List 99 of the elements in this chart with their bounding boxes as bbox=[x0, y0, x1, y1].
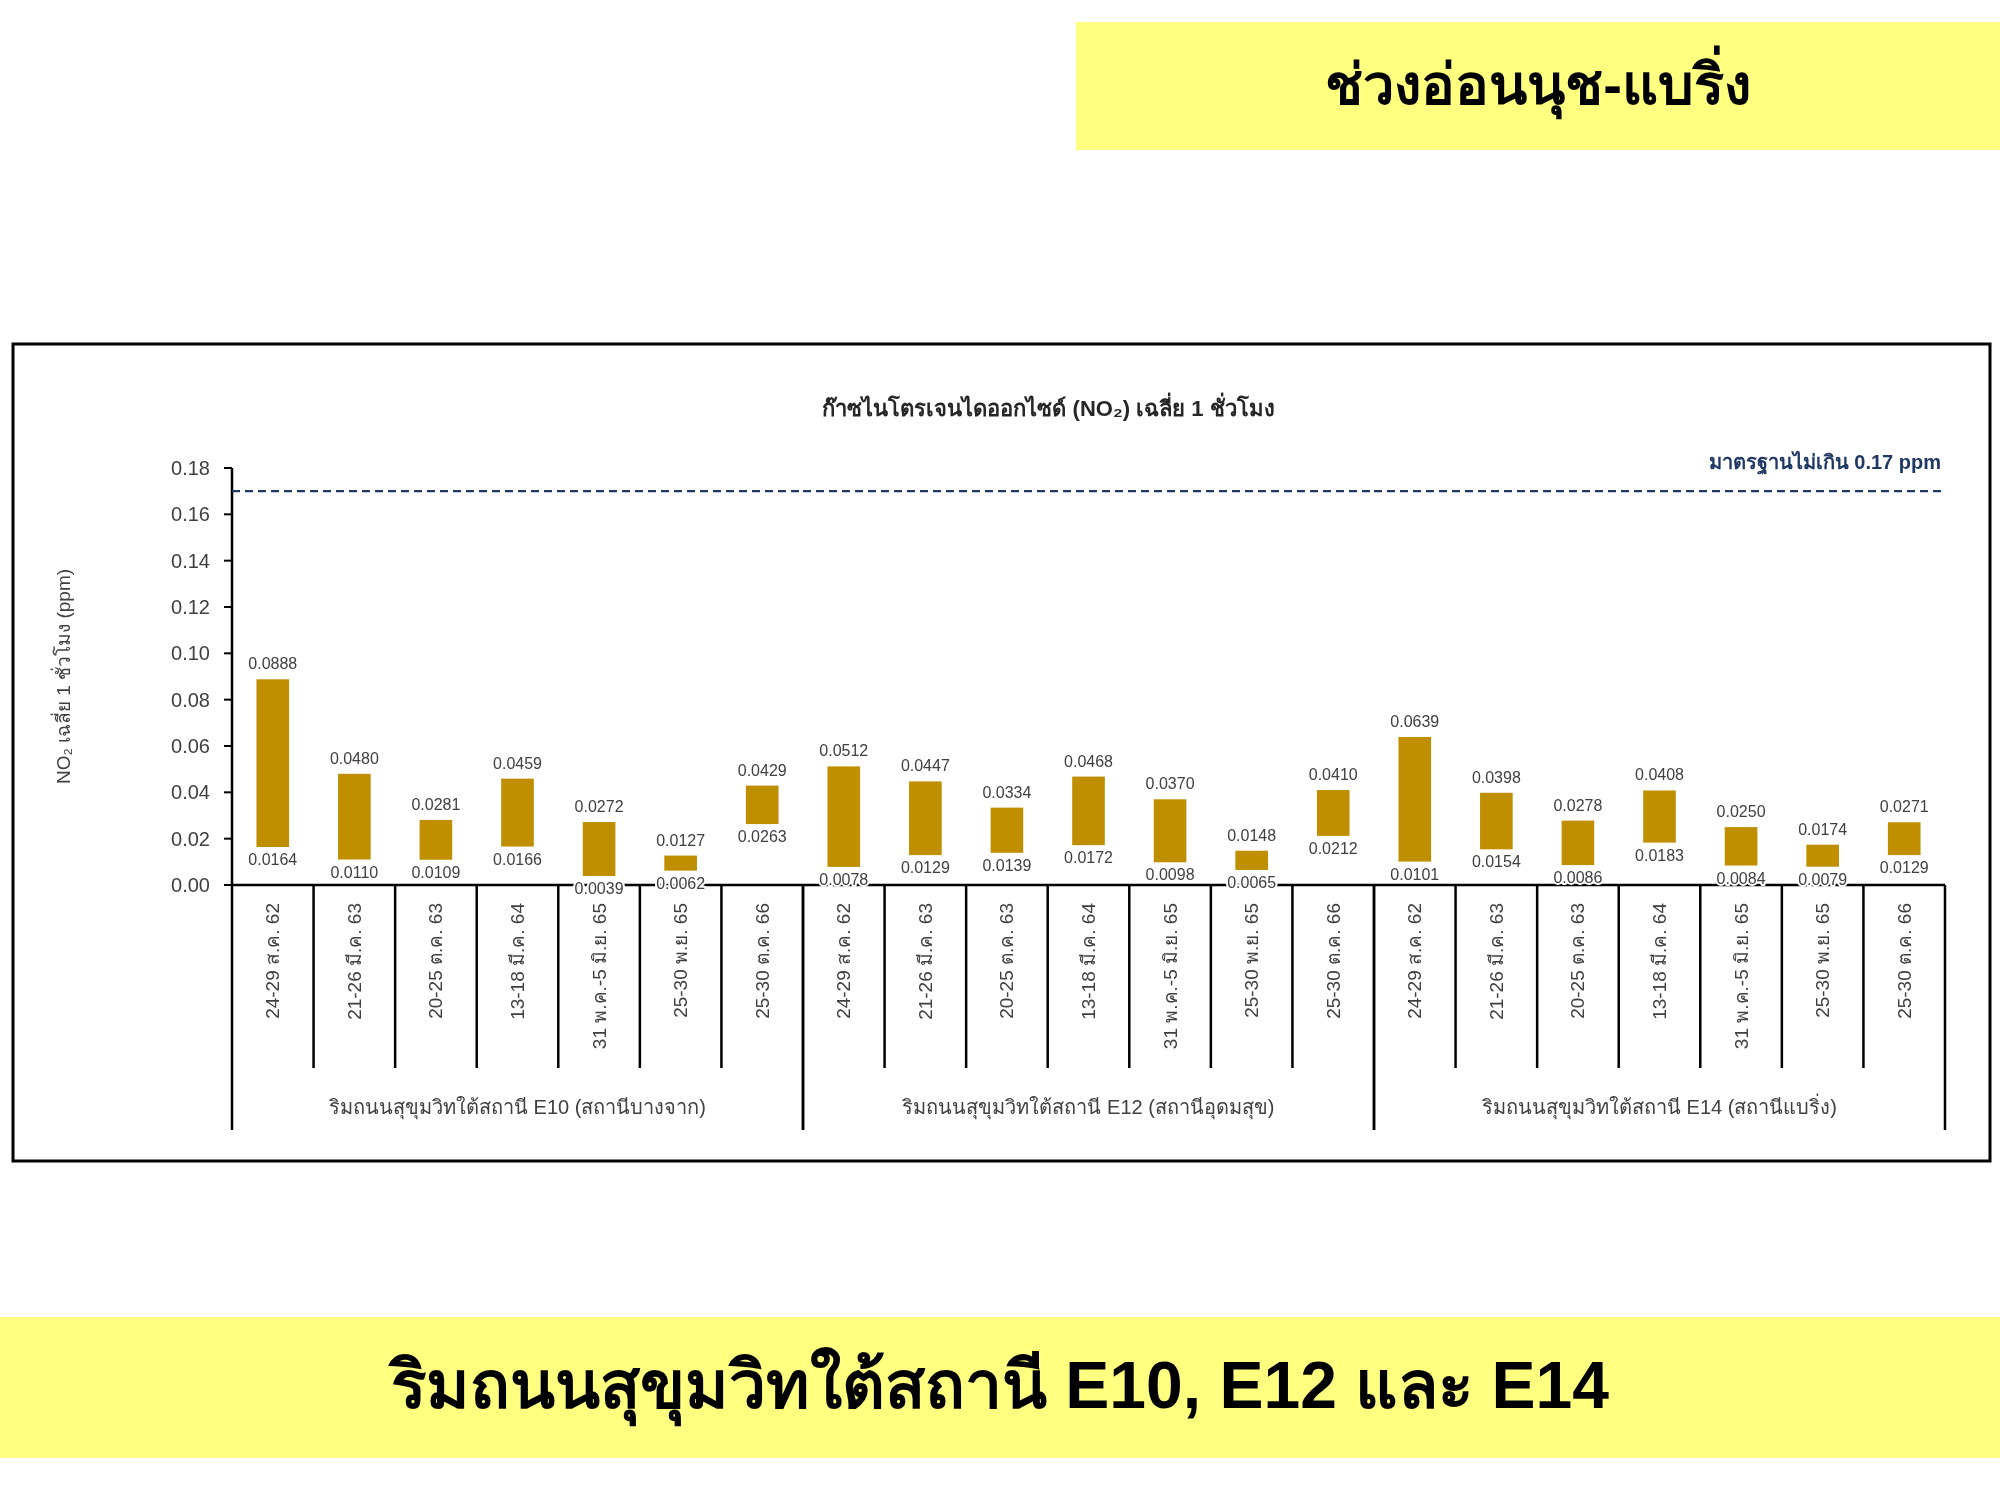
annotation: 0.0172 bbox=[1064, 849, 1114, 867]
annotation: 0.0281 bbox=[411, 795, 461, 813]
x-tick-label: 20-25 ต.ค. 63 bbox=[425, 903, 447, 1019]
annotation: 0.0154 bbox=[1471, 853, 1521, 871]
annotation: 0.0408 bbox=[1635, 766, 1685, 784]
x-tick-label: 21-26 มี.ค. 63 bbox=[343, 903, 365, 1020]
y-tick-label: 0.08 bbox=[171, 688, 210, 711]
annotation: 0.0139 bbox=[982, 856, 1032, 874]
annotation: 0.0098 bbox=[1145, 866, 1195, 884]
annotation: 0.0278 bbox=[1553, 796, 1603, 814]
y-tick-label: 0.12 bbox=[171, 596, 210, 618]
annotation: 0.0250 bbox=[1716, 803, 1766, 821]
y-tick-label: 0.00 bbox=[171, 874, 210, 896]
y-tick-label: 0.02 bbox=[171, 827, 210, 850]
bar bbox=[664, 855, 697, 871]
x-tick-label: 21-26 มี.ค. 63 bbox=[914, 903, 936, 1020]
x-tick-label: 24-29 ส.ค. 62 bbox=[262, 903, 284, 1019]
annotation: 0.0888 bbox=[248, 655, 298, 673]
bar bbox=[1072, 776, 1105, 846]
annotation: 0.0078 bbox=[819, 870, 869, 888]
bar bbox=[501, 778, 534, 847]
annotation: 0.0079 bbox=[1798, 870, 1848, 888]
annotation: 0.0480 bbox=[329, 749, 379, 767]
bar bbox=[338, 773, 371, 860]
annotation: 0.0084 bbox=[1716, 869, 1766, 887]
x-tick-label: 24-29 ส.ค. 62 bbox=[833, 903, 855, 1019]
annotation: 0.0164 bbox=[248, 851, 298, 869]
x-tick-label: 20-25 ต.ค. 63 bbox=[1567, 903, 1589, 1019]
annotation: 0.0272 bbox=[574, 797, 624, 815]
x-tick-label: 25-30 ต.ค. 66 bbox=[751, 903, 773, 1019]
bar bbox=[745, 785, 779, 825]
x-tick-label: 25-30 พ.ย. 65 bbox=[1812, 903, 1834, 1018]
annotation: 0.0148 bbox=[1227, 826, 1277, 844]
x-tick-label: 13-18 มี.ค. 64 bbox=[1078, 902, 1099, 1020]
bar bbox=[1806, 844, 1839, 867]
bar bbox=[1153, 799, 1187, 863]
bar bbox=[582, 821, 616, 876]
x-axis-title: ริมถนนสุขุมวิทใต้สถานี E10 (สถานีบางจาก) bbox=[328, 1096, 707, 1120]
annotation: 0.0166 bbox=[493, 850, 543, 868]
bar bbox=[1480, 792, 1513, 850]
annotation: 0.0101 bbox=[1390, 865, 1440, 883]
bar bbox=[1887, 822, 1921, 856]
bar bbox=[827, 766, 861, 867]
x-tick-label: 21-26 มี.ค. 63 bbox=[1485, 903, 1507, 1020]
annotation: 0.0109 bbox=[411, 863, 461, 881]
y-tick-label: 0.06 bbox=[171, 735, 210, 757]
y-axis-title: NO₂ เฉลี่ย 1 ชั่วโมง (ppm) bbox=[50, 568, 74, 785]
annotation: 0.0129 bbox=[1879, 859, 1929, 877]
y-tick-label: 0.16 bbox=[171, 503, 210, 526]
annotation: 0.0263 bbox=[737, 828, 787, 846]
y-tick-label: 0.14 bbox=[171, 549, 210, 572]
bar bbox=[256, 679, 290, 848]
bar bbox=[1316, 790, 1350, 836]
annotation: 0.0447 bbox=[900, 757, 950, 775]
text: ริมถนนสุขุมวิทใต้สถานี E10, E12 และ E14 bbox=[388, 1346, 1610, 1427]
x-tick-label: 31 พ.ค.-5 มิ.ย. 65 bbox=[1730, 903, 1752, 1050]
annotation: 0.0110 bbox=[330, 863, 379, 881]
x-tick-label: 13-18 มี.ค. 64 bbox=[507, 902, 528, 1020]
annotation: 0.0429 bbox=[737, 761, 787, 779]
ref-line-label: มาตรฐานไม่เกิน 0.17 ppm bbox=[1708, 450, 1941, 477]
bar bbox=[1561, 820, 1595, 866]
chart-title: ก๊าซไนโตรเจนไดออกไซด์ (NO₂) เฉลี่ย 1 ชั่วโมง bbox=[822, 392, 1275, 421]
annotation: 0.0370 bbox=[1145, 775, 1195, 793]
annotation: 0.0174 bbox=[1798, 820, 1848, 838]
annotation: 0.0334 bbox=[982, 783, 1032, 801]
annotation: 0.0086 bbox=[1553, 869, 1603, 887]
annotation: 0.0512 bbox=[819, 742, 869, 760]
annotation: 0.0129 bbox=[900, 859, 950, 877]
x-tick-label: 13-18 มี.ค. 64 bbox=[1649, 902, 1670, 1020]
annotation: 0.0468 bbox=[1064, 752, 1114, 770]
text: ช่วงอ่อนนุช-แบริ่ง bbox=[1325, 45, 1751, 120]
annotation: 0.0398 bbox=[1471, 768, 1521, 786]
y-tick-label: 0.04 bbox=[171, 781, 210, 804]
bar bbox=[419, 819, 453, 860]
annotation: 0.0459 bbox=[493, 754, 543, 772]
x-axis-title: ริมถนนสุขุมวิทใต้สถานี E12 (สถานีอุดมสุข) bbox=[902, 1096, 1275, 1120]
x-tick-label: 31 พ.ค.-5 มิ.ย. 65 bbox=[588, 903, 610, 1050]
y-tick-label: 0.10 bbox=[171, 642, 210, 665]
annotation: 0.0271 bbox=[1879, 798, 1929, 816]
x-tick-label: 20-25 ต.ค. 63 bbox=[996, 903, 1018, 1019]
x-tick-label: 25-30 พ.ย. 65 bbox=[1241, 903, 1263, 1018]
bar bbox=[990, 807, 1024, 853]
x-axis-title: ริมถนนสุขุมวิทใต้สถานี E14 (สถานีแบริ่ง) bbox=[1481, 1093, 1838, 1120]
x-tick-label: 24-29 ส.ค. 62 bbox=[1404, 903, 1426, 1019]
bar bbox=[909, 781, 942, 856]
x-tick-label: 25-30 ต.ค. 66 bbox=[1893, 903, 1915, 1019]
x-tick-label: 31 พ.ค.-5 มิ.ย. 65 bbox=[1159, 903, 1181, 1050]
bar bbox=[1235, 850, 1268, 870]
x-tick-label: 25-30 พ.ย. 65 bbox=[670, 903, 692, 1018]
bar bbox=[1724, 827, 1758, 866]
annotation: 0.0183 bbox=[1635, 846, 1685, 864]
y-tick-label: 0.18 bbox=[171, 457, 210, 479]
x-tick-label: 25-30 ต.ค. 66 bbox=[1322, 903, 1344, 1019]
bar bbox=[1398, 736, 1432, 862]
annotation: 0.0212 bbox=[1308, 839, 1358, 857]
bar bbox=[1643, 790, 1676, 843]
annotation: 0.0127 bbox=[656, 831, 706, 849]
annotation: 0.0639 bbox=[1390, 712, 1440, 730]
annotation: 0.0410 bbox=[1308, 766, 1358, 784]
